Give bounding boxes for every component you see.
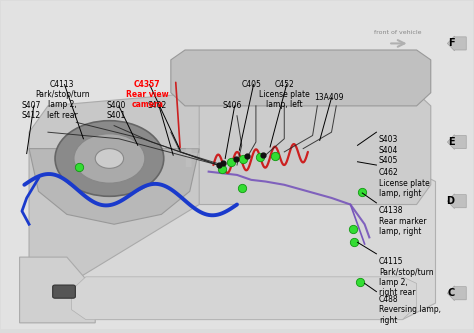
Text: S400
S401: S400 S401	[107, 101, 126, 120]
Text: C452
License plate
lamp, left: C452 License plate lamp, left	[259, 80, 310, 110]
Text: S403
S404
S405: S403 S404 S405	[379, 136, 398, 165]
FancyArrow shape	[447, 194, 466, 208]
Text: C488
Reversing lamp,
right: C488 Reversing lamp, right	[379, 295, 441, 325]
Polygon shape	[171, 50, 431, 106]
Text: S402: S402	[147, 101, 166, 110]
FancyBboxPatch shape	[53, 285, 75, 298]
Text: front of vehicle: front of vehicle	[374, 30, 421, 35]
Polygon shape	[29, 149, 199, 224]
Circle shape	[74, 134, 145, 183]
Text: S406: S406	[223, 101, 242, 110]
Polygon shape	[19, 257, 95, 323]
Text: C405: C405	[241, 80, 261, 89]
FancyArrow shape	[447, 36, 466, 51]
Text: C4115
Park/stop/turn
lamp 2,
right rear: C4115 Park/stop/turn lamp 2, right rear	[379, 257, 433, 297]
Circle shape	[55, 121, 164, 196]
Polygon shape	[57, 149, 436, 320]
Circle shape	[95, 149, 124, 168]
Text: F: F	[448, 38, 455, 48]
Text: 13A409: 13A409	[314, 93, 344, 102]
FancyArrow shape	[447, 286, 466, 301]
Polygon shape	[185, 93, 431, 204]
Text: C462
License plate
lamp, right: C462 License plate lamp, right	[379, 168, 429, 198]
Text: C4113
Park/stop/turn
lamp 2,
left rear: C4113 Park/stop/turn lamp 2, left rear	[35, 80, 90, 120]
Polygon shape	[29, 93, 199, 297]
Text: C: C	[447, 288, 455, 298]
Text: D: D	[447, 196, 455, 206]
Text: C4357
Rear view
camera: C4357 Rear view camera	[126, 80, 169, 110]
Text: C4138
Rear marker
lamp, right: C4138 Rear marker lamp, right	[379, 206, 426, 236]
Text: E: E	[448, 137, 455, 147]
Polygon shape	[72, 277, 417, 320]
FancyArrow shape	[447, 135, 466, 150]
Text: Fab: Fab	[183, 144, 244, 173]
Text: S407
S412: S407 S412	[22, 101, 41, 120]
